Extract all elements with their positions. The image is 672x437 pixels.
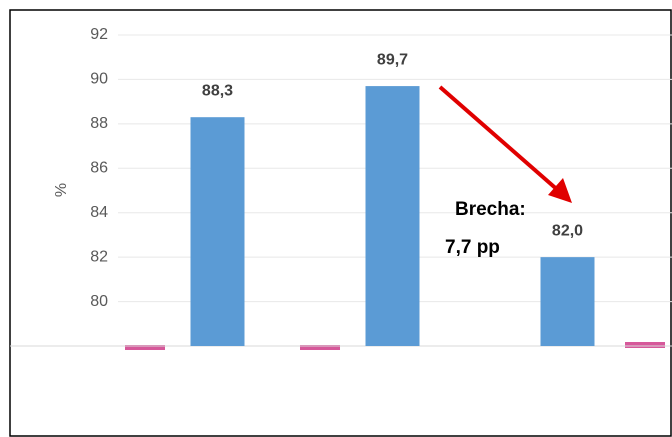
y-axis-label: % (53, 183, 70, 197)
value-label: 82,0 (552, 222, 583, 239)
frame (9, 9, 672, 437)
y-tick-label: 86 (90, 160, 108, 177)
y-tick-label: 88 (90, 115, 108, 132)
y-tick-label: 90 (90, 71, 108, 88)
annotation: 7,7 pp (445, 237, 500, 258)
annotation: Brecha: (455, 199, 526, 220)
stub-bar (625, 342, 665, 348)
stub-bar (125, 345, 165, 350)
arrow (438, 85, 562, 194)
y-tick-label: 84 (90, 204, 108, 221)
bar (190, 117, 245, 346)
stub-bar (300, 345, 340, 350)
value-label: 89,7 (377, 51, 408, 68)
value-label: 88,3 (202, 82, 233, 99)
y-tick-label: 92 (90, 26, 108, 43)
y-tick-label: 80 (90, 293, 108, 310)
bar (540, 257, 595, 346)
bar (365, 86, 420, 346)
y-tick-label: 82 (90, 248, 108, 265)
arrow-head (548, 178, 572, 203)
